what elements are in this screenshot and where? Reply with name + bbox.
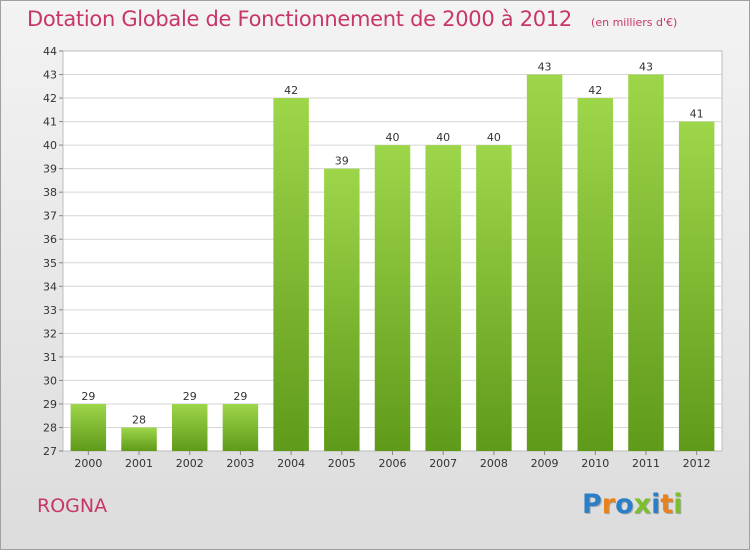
commune-name: ROGNA [37,495,108,517]
x-tick-label: 2011 [632,457,660,470]
y-tick-label: 40 [43,139,57,152]
y-tick-label: 43 [43,69,57,82]
x-axis: 2000 2001 2002 2003 2004 2005 2006 2007 2008 2009… [74,451,711,470]
data-label: 40 [386,131,400,144]
title-block: Dotation Globale de Fonctionnement de 20… [27,7,677,31]
data-label: 29 [183,390,197,403]
data-label: 41 [690,108,704,121]
bar [678,121,715,452]
bar [273,98,309,451]
x-tick-label: 2002 [176,457,204,470]
data-label: 29 [233,390,247,403]
data-label: 42 [588,84,602,97]
x-tick-label: 2012 [683,457,711,470]
y-tick-label: 29 [43,398,57,411]
bar [222,403,259,451]
bar [476,145,512,451]
chart-unit: (en milliers d'€) [591,16,678,29]
data-label: 28 [132,413,146,426]
y-tick-label: 33 [43,304,57,317]
x-tick-label: 2000 [74,457,102,470]
data-label: 43 [639,61,653,74]
data-label: 42 [284,84,298,97]
bar [526,74,563,451]
y-tick-label: 39 [43,163,57,176]
x-tick-label: 2010 [581,457,609,470]
x-tick-label: 2009 [531,457,559,470]
y-tick-label: 31 [43,351,57,364]
x-tick-label: 2006 [379,457,407,470]
bar [577,98,614,451]
proxiti-logo: Proxiti [582,489,683,520]
y-tick-label: 38 [43,186,57,199]
data-labels: 29 28 29 29 42 39 40 40 40 43 42 43 41 [81,61,703,427]
y-tick-label: 44 [43,45,57,58]
bar [171,403,208,451]
bar [70,403,107,451]
bar [324,168,360,451]
x-tick-label: 2003 [226,457,254,470]
bar [425,145,461,451]
x-tick-label: 2004 [277,457,305,470]
x-tick-label: 2005 [328,457,356,470]
y-tick-label: 32 [43,327,57,340]
y-axis: 27 28 29 30 31 32 33 34 35 36 37 38 39 40 41 42 43 44 [43,45,63,458]
y-tick-label: 35 [43,257,57,270]
x-tick-label: 2008 [480,457,508,470]
y-tick-label: 28 [43,421,57,434]
chart-title: Dotation Globale de Fonctionnement de 20… [27,7,572,31]
data-label: 40 [487,131,501,144]
data-label: 40 [436,131,450,144]
y-tick-label: 27 [43,445,57,458]
y-tick-label: 36 [43,233,57,246]
x-tick-label: 2007 [429,457,457,470]
y-tick-label: 30 [43,374,57,387]
bar [628,74,664,451]
y-tick-label: 34 [43,280,57,293]
data-label: 43 [538,61,552,74]
x-tick-label: 2001 [125,457,153,470]
bars [70,74,715,452]
y-tick-label: 41 [43,116,57,129]
data-label: 39 [335,155,349,168]
y-tick-label: 37 [43,210,57,223]
bar [374,145,411,451]
y-tick-label: 42 [43,92,57,105]
bar [121,427,157,451]
data-label: 29 [81,390,95,403]
